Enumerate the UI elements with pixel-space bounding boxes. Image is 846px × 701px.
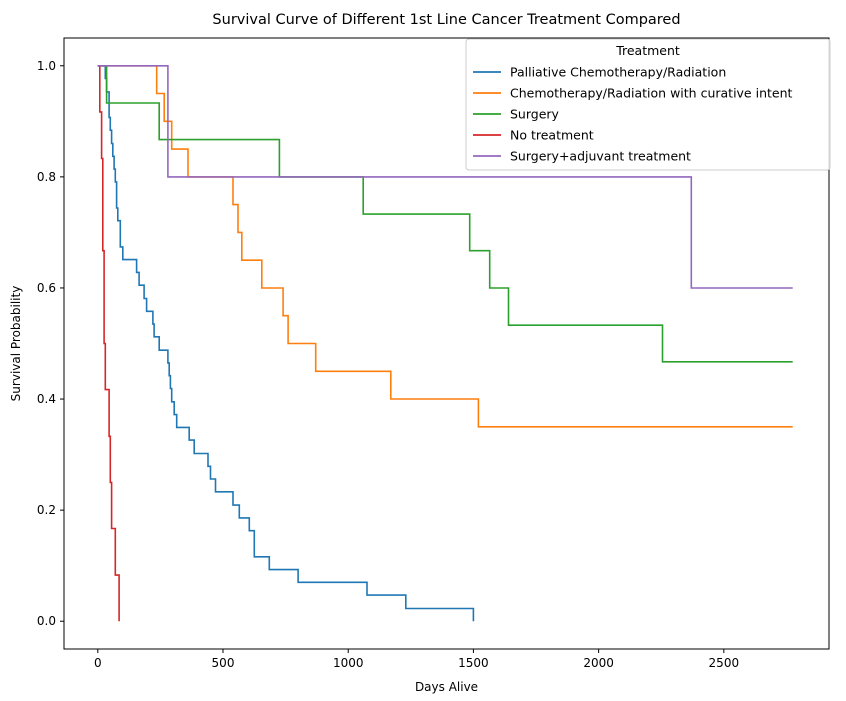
y-axis-label: Survival Probability (9, 286, 23, 402)
x-tick-label: 2500 (709, 656, 740, 670)
legend-title: Treatment (615, 43, 680, 58)
series-line-3 (97, 65, 793, 363)
legend-box (465, 38, 831, 171)
legend-label: Palliative Chemotherapy/Radiation (510, 65, 726, 80)
x-axis-ticks: 0 500 1000 1500 2000 2500 (94, 649, 739, 670)
legend-label: Surgery+adjuvant treatment (510, 149, 691, 164)
legend-items: Palliative Chemotherapy/Radiation Chemoth… (473, 65, 793, 164)
y-tick-label: 1.0 (37, 59, 56, 73)
legend-label: Surgery (510, 107, 560, 122)
x-tick-label: 500 (212, 656, 235, 670)
legend-label: No treatment (510, 128, 594, 143)
plot-area-frame (63, 37, 830, 650)
x-axis-label: Days Alive (415, 680, 478, 694)
series-line-4 (97, 65, 120, 622)
legend-label: Chemotherapy/Radiation with curative int… (510, 86, 793, 101)
series-line-2 (97, 65, 793, 428)
y-tick-label: 0.0 (37, 614, 56, 628)
series-line-5 (97, 65, 793, 289)
legend-item: No treatment (473, 128, 594, 143)
x-tick-label: 1500 (458, 656, 489, 670)
chart-title: Survival Curve of Different 1st Line Can… (212, 12, 680, 28)
y-tick-label: 0.4 (37, 392, 56, 406)
series-line-1 (97, 65, 475, 622)
x-tick-label: 2000 (583, 656, 614, 670)
y-tick-label: 0.8 (37, 170, 56, 184)
x-tick-label: 0 (94, 656, 102, 670)
legend-item: Surgery+adjuvant treatment (473, 149, 691, 164)
legend: Treatment Palliative Chemotherapy/Radiat… (465, 38, 831, 171)
legend-item: Surgery (473, 107, 560, 122)
legend-item: Chemotherapy/Radiation with curative int… (473, 86, 793, 101)
y-tick-label: 0.6 (37, 281, 56, 295)
y-tick-label: 0.2 (37, 503, 56, 517)
legend-item: Palliative Chemotherapy/Radiation (473, 65, 726, 80)
x-tick-label: 1000 (333, 656, 364, 670)
series-layer (97, 65, 793, 622)
y-axis-ticks: 0.0 0.2 0.4 0.6 0.8 1.0 (37, 59, 64, 628)
